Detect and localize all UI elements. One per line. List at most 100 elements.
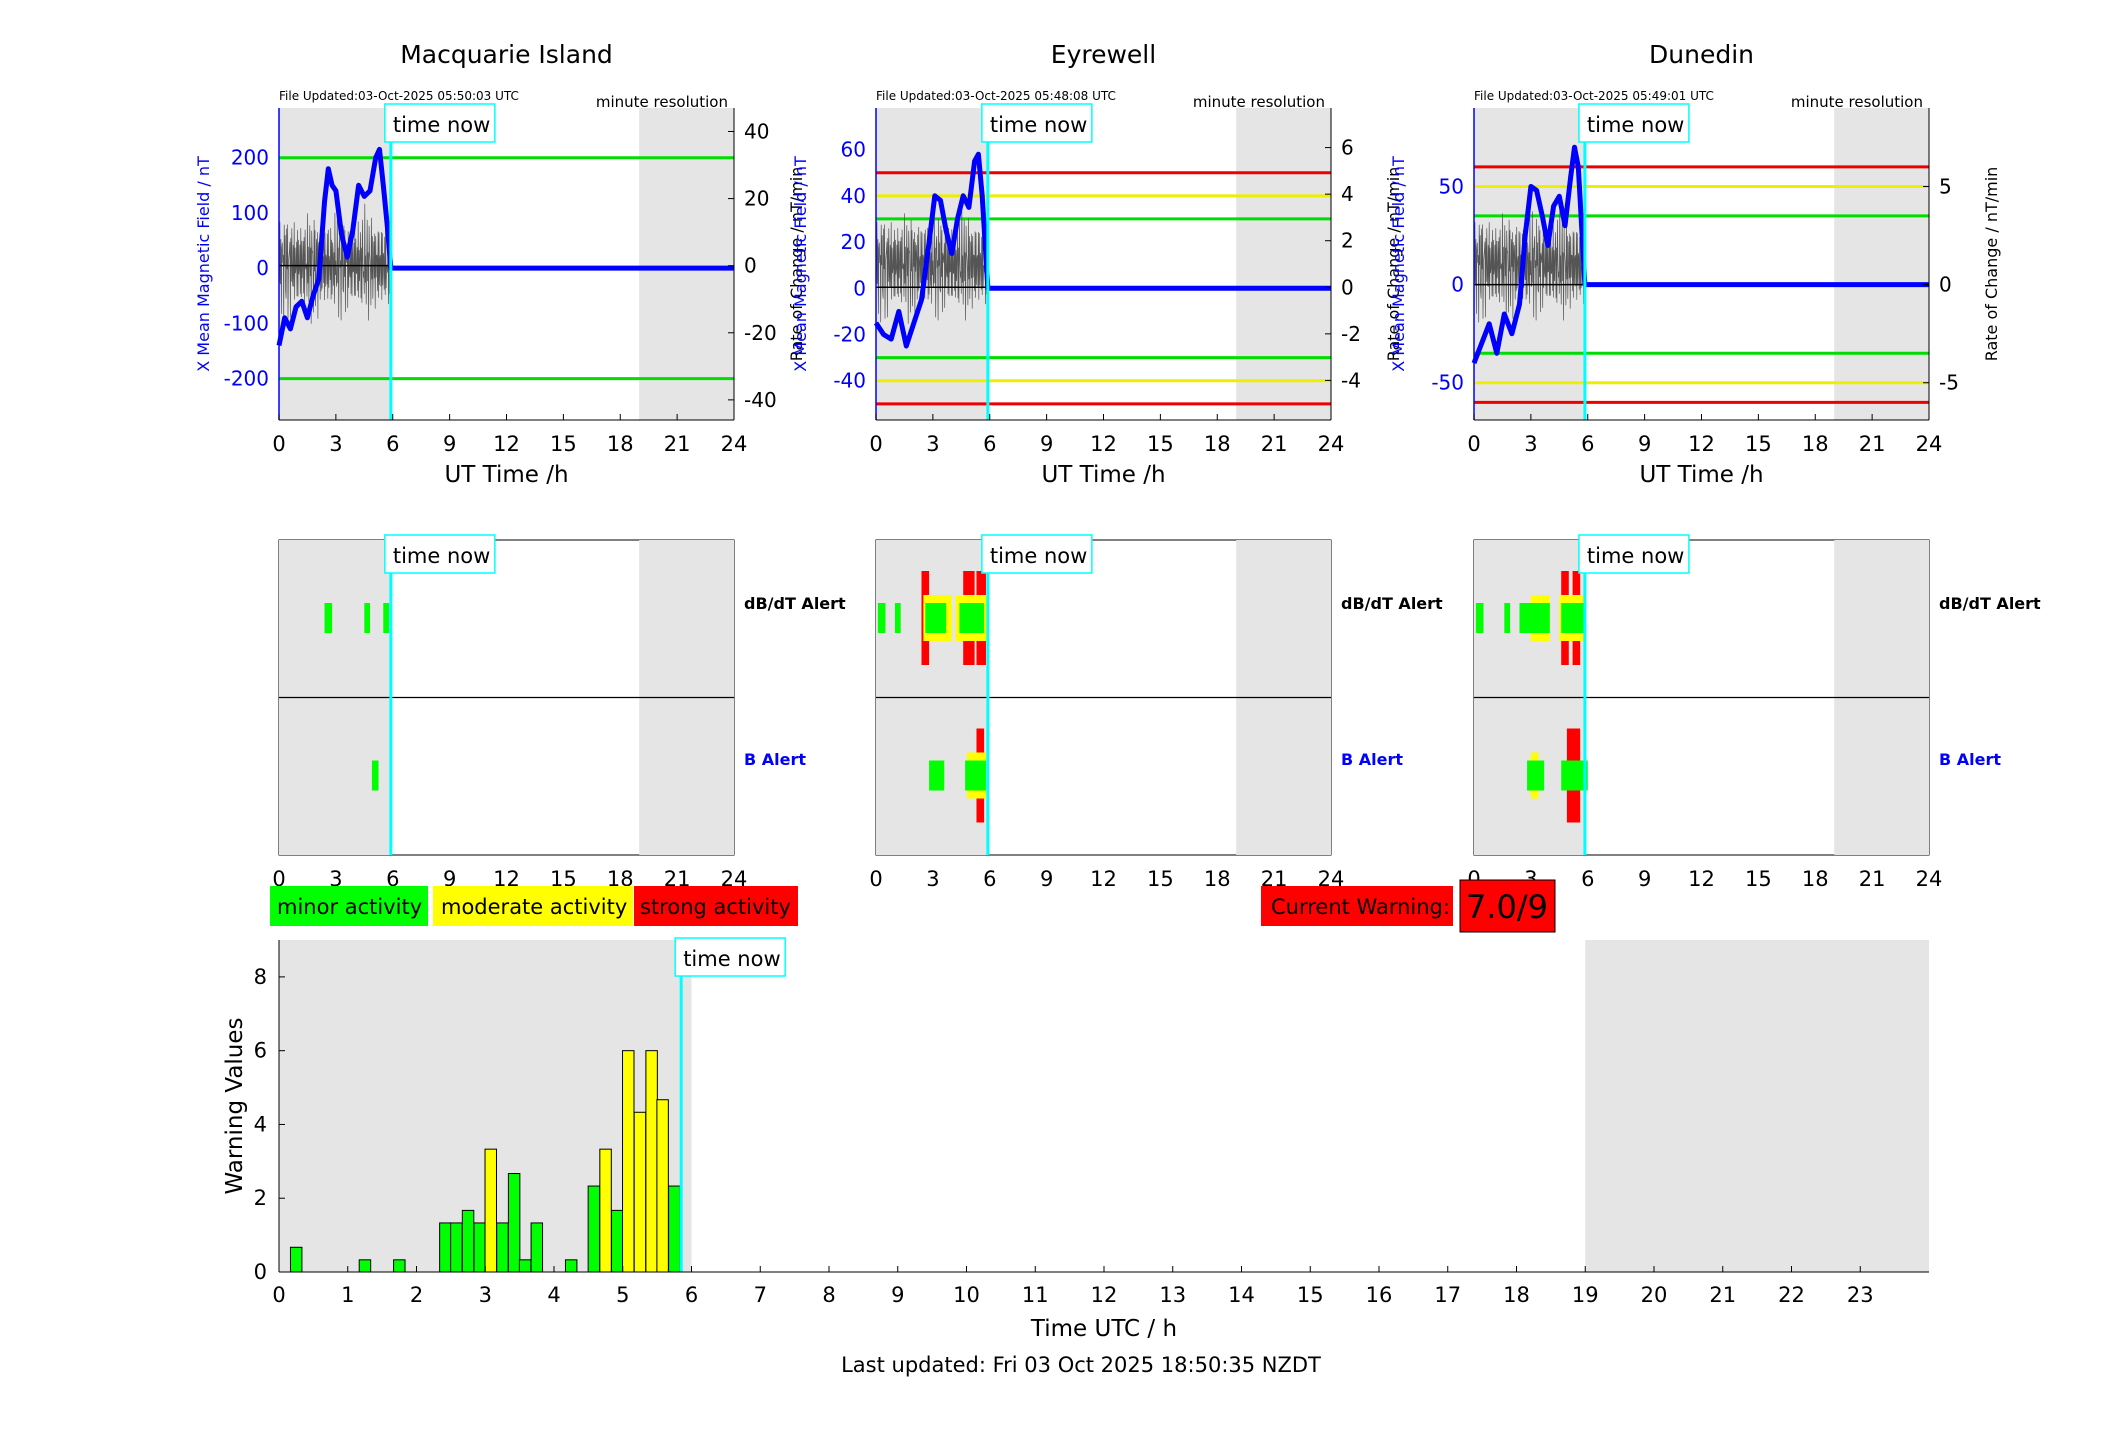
x-axis-label: UT Time /h [444,462,568,488]
alert-x-tick-label: 9 [443,867,456,891]
alert-x-tick-label: 0 [272,867,285,891]
histogram-x-tick-label: 20 [1641,1283,1668,1307]
time-now-label: time now [393,113,490,137]
dbdt-alert-block-minor [959,603,985,633]
time-now-box [981,103,1093,143]
x-tick-label: 18 [1802,432,1829,456]
time-now-label: time now [990,113,1087,137]
histogram-x-tick-label: 23 [1847,1283,1874,1307]
resolution-label: minute resolution [1193,93,1325,111]
warning-bar [473,1222,486,1273]
file-updated: File Updated:03-Oct-2025 05:50:03 UTC [279,89,519,103]
histogram-x-tick-label: 8 [822,1283,835,1307]
alert-x-tick-label: 6 [386,867,399,891]
alert-x-tick-label: 18 [1802,867,1829,891]
histogram-x-tick-label: 2 [410,1283,423,1307]
histogram-x-tick-label: 12 [1091,1283,1118,1307]
histogram-x-tick-label: 7 [754,1283,767,1307]
x-tick-label: 0 [869,432,882,456]
alert-x-tick-label: 9 [1040,867,1053,891]
histogram-x-tick-label: 10 [953,1283,980,1307]
alert-x-tick-label: 0 [869,867,882,891]
legend-minor-label: minor activity [277,895,422,919]
x-tick-label: 6 [386,432,399,456]
warning-bar [439,1222,452,1273]
x-tick-label: 15 [1147,432,1174,456]
alert-time-now-box [384,534,496,574]
x-tick-label: 3 [1524,432,1537,456]
warning-bar [518,1259,532,1273]
warning-bar [633,1111,647,1273]
histogram-x-tick-label: 17 [1434,1283,1461,1307]
x-tick-label: 24 [1318,432,1345,456]
x-tick-label: 9 [443,432,456,456]
warning-bar [587,1185,601,1273]
histogram-shade-right [1585,940,1929,1272]
dbdt-alert-block-minor [383,603,389,633]
x-tick-label: 9 [1040,432,1053,456]
left-tick-label: 50 [1439,174,1464,198]
warning-bar [611,1209,624,1273]
dbdt-alert-block-minor [877,603,886,633]
time-now-box [384,103,496,143]
last-updated: Last updated: Fri 03 Oct 2025 18:50:35 N… [841,1353,1321,1377]
right-tick-label: 6 [1341,136,1354,160]
right-tick-label: -2 [1341,322,1361,346]
alert-x-tick-label: 15 [1147,867,1174,891]
warning-bar [358,1259,372,1273]
resolution-label: minute resolution [1791,93,1923,111]
station-panel-0: Macquarie Island File Updated:03-Oct-2025… [194,40,846,891]
histogram-x-tick-label: 14 [1228,1283,1255,1307]
histogram-x-tick-label: 6 [685,1283,698,1307]
station-panel-2: Dunedin File Updated:03-Oct-2025 05:49:01… [1389,40,2041,891]
alert-time-now-label: time now [1587,544,1684,568]
warning-bar [530,1222,544,1273]
current-warning: Current Warning: 7.0/9 [1261,879,1556,933]
left-tick-label: 100 [231,201,269,225]
right-tick-label: 4 [1341,182,1354,206]
histogram-x-tick-label: 0 [272,1283,285,1307]
histogram-y-label: Warning Values [222,1017,248,1194]
histogram-x-tick-label: 18 [1503,1283,1530,1307]
field-series-line [873,151,1331,349]
x-tick-label: 21 [1261,432,1288,456]
b-alert-block-minor [371,760,379,791]
histogram-time-now-label: time now [683,947,780,971]
station-title: Eyrewell [1051,40,1156,69]
y-axis-label-left: X Mean Magnetic Field / nT [194,156,213,372]
warning-bar [507,1173,521,1273]
dbdt-alert-label: dB/dT Alert [1939,594,2041,613]
b-alert-block-minor [1561,760,1588,791]
left-tick-label: -40 [833,369,866,393]
histogram-x-tick-label: 9 [891,1283,904,1307]
warning-bar [622,1050,635,1273]
histogram-x-tick-label: 5 [616,1283,629,1307]
x-axis-label: UT Time /h [1041,462,1165,488]
file-updated: File Updated:03-Oct-2025 05:49:01 UTC [1474,89,1714,103]
x-tick-label: 6 [1581,432,1594,456]
warning-bar [450,1222,463,1273]
warning-bar [496,1222,509,1273]
night-shade-right [1834,108,1929,420]
resolution-label: minute resolution [596,93,728,111]
x-tick-label: 12 [493,432,520,456]
alert-time-now-label: time now [393,544,490,568]
current-warning-value: 7.0/9 [1466,888,1548,926]
histogram-x-tick-label: 4 [547,1283,560,1307]
alert-x-tick-label: 21 [1859,867,1886,891]
alert-x-tick-label: 3 [926,867,939,891]
warning-bar [599,1148,612,1273]
right-tick-label: 0 [1939,273,1952,297]
y-axis-label-right: Rate of Change / nT/min [1982,167,2001,362]
right-tick-label: 0 [744,254,757,278]
right-tick-label: 40 [744,119,769,143]
dbdt-alert-block-minor [1561,603,1584,633]
histogram-x-tick-label: 15 [1297,1283,1324,1307]
x-tick-label: 12 [1688,432,1715,456]
histogram-x-tick-label: 16 [1366,1283,1393,1307]
x-tick-label: 0 [1467,432,1480,456]
warning-bar [645,1050,658,1273]
station-panel-1: Eyrewell File Updated:03-Oct-2025 05:48:0… [791,40,1443,891]
histogram-x-label: Time UTC / h [1030,1316,1177,1342]
